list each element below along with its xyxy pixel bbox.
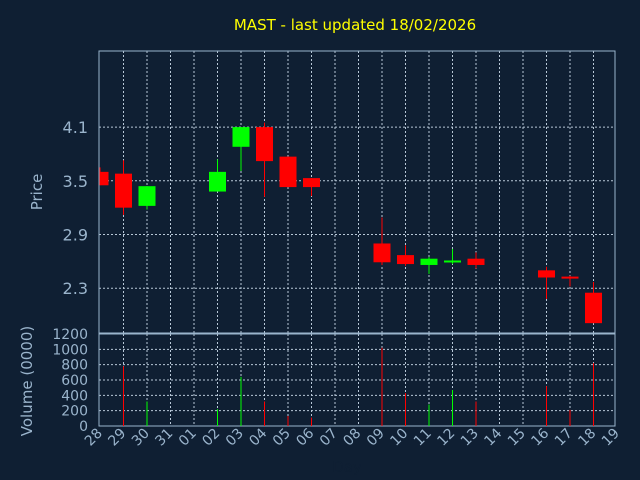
- candle-body: [444, 260, 461, 263]
- volume-bars: [123, 347, 594, 426]
- volume-y-tick-label: 800: [61, 358, 88, 374]
- x-ticks: 28 29 30 31 01 02 03 04 05 06 07 08 09 10 11 12 13 14 15 16…: [82, 425, 623, 449]
- volume-y-tick-label: 600: [61, 373, 88, 389]
- volume-y-tick-label: 400: [61, 388, 88, 404]
- candle-body: [585, 292, 602, 324]
- x-axis-label: Day: [332, 458, 362, 476]
- candle-body: [100, 171, 109, 186]
- candle-body: [209, 171, 226, 192]
- price-plot-frame: [98, 50, 616, 334]
- candle-body: [232, 127, 250, 147]
- price-y-tick-label: 2.3: [63, 279, 88, 298]
- candle-body: [256, 127, 273, 162]
- candle-body: [138, 186, 156, 206]
- volume-axis-label: Volume (0000): [18, 326, 36, 436]
- candle-body: [279, 156, 297, 188]
- candle-body: [538, 270, 555, 278]
- candles: [99, 122, 602, 324]
- candle-body: [420, 258, 438, 265]
- price-y-tick-label: 3.5: [63, 172, 88, 191]
- volume-y-tick-label: 1200: [52, 327, 88, 343]
- price-y-tick-label: 2.9: [63, 226, 88, 245]
- candle-body: [561, 276, 579, 279]
- volume-plot-frame: [98, 333, 616, 427]
- volume-y-tick-label: 1000: [52, 342, 88, 358]
- price-y-tick-label: 4.1: [63, 118, 88, 137]
- candle-body: [467, 258, 485, 265]
- volume-y-tick-label: 200: [61, 404, 88, 420]
- candle-body: [373, 243, 391, 263]
- chart-title: MAST - last updated 18/02/2026: [234, 16, 476, 34]
- volume-y-tick-label: 0: [79, 419, 88, 435]
- price-axis-label: Price: [28, 174, 46, 211]
- candle-body: [115, 173, 132, 208]
- price-y-ticks: 2.3 2.9 3.5 4.1: [63, 118, 88, 298]
- candle-body: [397, 255, 414, 265]
- candle-body: [303, 178, 320, 188]
